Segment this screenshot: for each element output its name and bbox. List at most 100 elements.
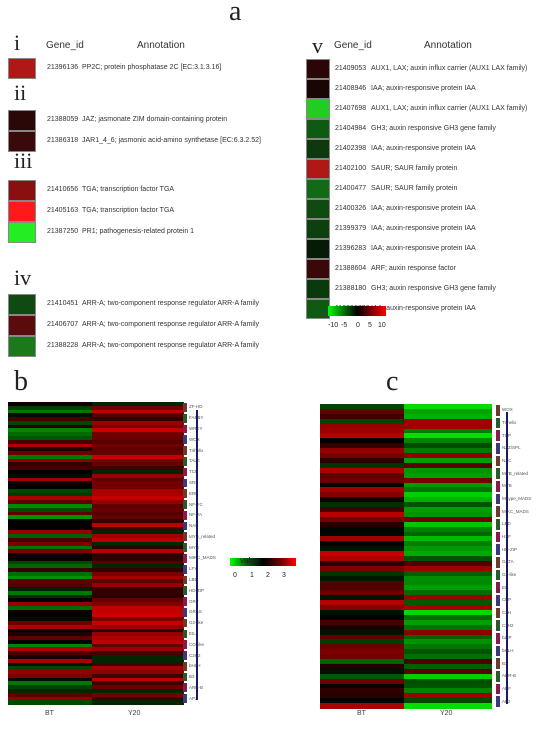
heat-cell bbox=[404, 453, 492, 459]
scale-tick-label: 10 bbox=[378, 322, 386, 329]
heat-cell bbox=[404, 703, 492, 709]
heat-cell bbox=[404, 487, 492, 493]
family-label: MYB_related bbox=[189, 533, 216, 539]
heat-cell bbox=[8, 541, 92, 547]
heat-cell bbox=[8, 477, 92, 482]
family-color-marker bbox=[183, 413, 187, 423]
family-label: MIKC_MADS bbox=[502, 508, 529, 514]
gene-id: 21388180 bbox=[335, 285, 367, 292]
heat-cell bbox=[404, 541, 492, 547]
heat-cell bbox=[306, 279, 330, 299]
heat-cell bbox=[8, 485, 92, 490]
heat-cell bbox=[8, 575, 92, 580]
heat-cell bbox=[320, 477, 404, 483]
heat-cell bbox=[8, 409, 92, 414]
family-label: NF-YC bbox=[189, 502, 203, 507]
heat-cell bbox=[320, 649, 404, 655]
heat-cell bbox=[92, 621, 184, 626]
heat-cell bbox=[404, 457, 492, 464]
gene-id: 21400326 bbox=[335, 205, 367, 212]
heat-cell bbox=[8, 201, 36, 222]
heat-cell bbox=[404, 654, 492, 660]
heat-cell bbox=[8, 602, 92, 607]
family-color-marker bbox=[183, 435, 187, 445]
heat-cell bbox=[8, 454, 92, 460]
heat-cell bbox=[404, 678, 492, 685]
heat-cell bbox=[320, 659, 404, 665]
family-color-marker bbox=[496, 569, 500, 581]
heat-cell bbox=[92, 639, 184, 645]
heat-cell bbox=[404, 683, 492, 689]
heat-cell bbox=[8, 413, 92, 418]
gene-id: 21408946 bbox=[335, 85, 367, 92]
heat-cell bbox=[92, 485, 184, 490]
heat-cell bbox=[404, 423, 492, 430]
family-label: NZZ/SPL bbox=[502, 445, 521, 451]
family-label: M-type_MADS bbox=[502, 496, 532, 501]
heat-cell bbox=[320, 590, 404, 596]
family-label: NF-YA bbox=[189, 512, 202, 517]
heat-cell bbox=[404, 614, 492, 621]
heat-cell bbox=[92, 496, 184, 501]
heat-cell bbox=[8, 336, 36, 357]
heat-cell bbox=[8, 628, 92, 633]
column-label-y20: Y20 bbox=[128, 710, 141, 717]
family-color-marker bbox=[183, 651, 187, 660]
heat-cell bbox=[320, 663, 404, 670]
heat-cell bbox=[8, 636, 92, 641]
heat-cell bbox=[404, 673, 492, 680]
scale-tick-label: -10 bbox=[328, 322, 339, 329]
family-label: MIKC_MADS bbox=[189, 555, 216, 561]
heat-cell bbox=[320, 678, 404, 685]
heat-cell bbox=[8, 590, 92, 596]
heat-cell bbox=[306, 159, 330, 179]
heat-cell bbox=[306, 219, 330, 239]
family-label: TALE bbox=[189, 458, 200, 464]
heat-cell bbox=[92, 553, 184, 558]
heat-cell bbox=[92, 507, 184, 513]
gene-id: 21406707 bbox=[47, 321, 79, 328]
heat-cell bbox=[8, 579, 92, 584]
heat-cell bbox=[8, 110, 36, 131]
family-grouping-bar bbox=[196, 410, 198, 700]
heat-cell bbox=[8, 131, 36, 152]
heat-cell bbox=[404, 511, 492, 518]
heat-cell bbox=[92, 526, 184, 531]
heat-cell bbox=[8, 294, 36, 315]
heat-cell bbox=[92, 670, 184, 675]
heat-cell bbox=[320, 526, 404, 533]
family-color-marker bbox=[496, 582, 500, 593]
gene-annotation: JAR1_4_6; jasmonic acid-amino synthetase… bbox=[82, 137, 261, 144]
heat-cell bbox=[306, 199, 330, 219]
panel-a-letter: a bbox=[229, 0, 242, 27]
heat-cell bbox=[92, 530, 184, 535]
heat-cell bbox=[404, 477, 492, 483]
heat-cell bbox=[92, 564, 184, 569]
heat-cell bbox=[404, 595, 492, 601]
heat-cell bbox=[306, 79, 330, 99]
left-annotation-header: Annotation bbox=[137, 40, 185, 51]
heat-cell bbox=[92, 579, 184, 584]
heat-cell bbox=[8, 654, 92, 660]
heat-cell bbox=[320, 487, 404, 493]
heat-cell bbox=[8, 677, 92, 682]
gene-annotation: IAA; auxin-responsive protein IAA bbox=[371, 245, 476, 252]
heat-cell bbox=[8, 700, 92, 705]
heat-cell bbox=[92, 534, 184, 539]
heat-cell bbox=[320, 531, 404, 537]
heat-cell bbox=[320, 688, 404, 694]
heat-cell bbox=[320, 541, 404, 547]
heat-cell bbox=[8, 692, 92, 698]
heat-cell bbox=[92, 681, 184, 686]
right-annotation-header: Annotation bbox=[424, 40, 472, 51]
family-color-marker bbox=[496, 620, 500, 631]
heat-cell bbox=[92, 402, 184, 407]
heat-cell bbox=[320, 457, 404, 464]
heat-cell bbox=[404, 428, 492, 434]
family-color-marker bbox=[183, 424, 187, 434]
heat-cell bbox=[8, 420, 92, 426]
heat-cell bbox=[320, 605, 404, 611]
gene-id: 21402398 bbox=[335, 145, 367, 152]
group-ii-label: ii bbox=[14, 80, 27, 105]
heat-cell bbox=[92, 515, 184, 520]
